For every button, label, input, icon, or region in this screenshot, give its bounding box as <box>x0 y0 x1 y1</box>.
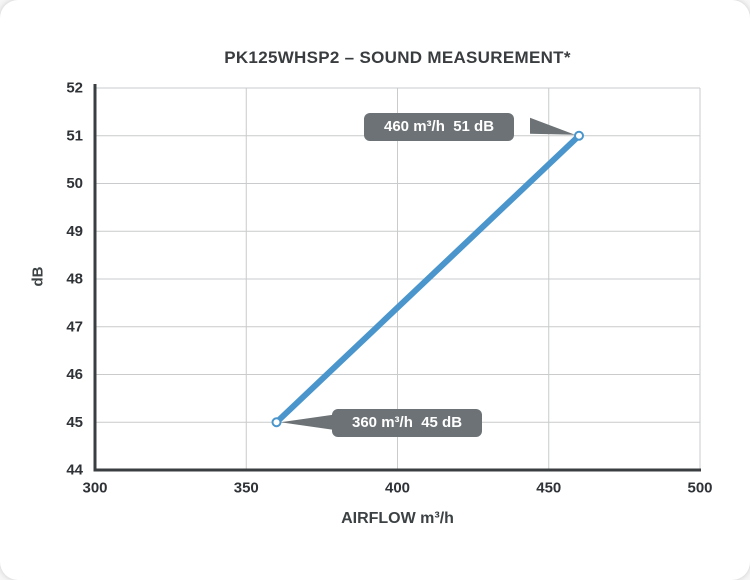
y-tick-label: 47 <box>66 318 83 335</box>
y-tick-label: 45 <box>66 414 83 431</box>
y-tick-label: 51 <box>66 127 83 144</box>
y-tick-label: 44 <box>66 462 83 479</box>
callout-pointer-low <box>280 414 337 431</box>
x-tick-label: 350 <box>234 479 259 496</box>
annotation-callout-high: 460 m³/h 51 dB <box>364 113 515 141</box>
x-tick-label: 300 <box>82 479 107 496</box>
y-tick-label: 46 <box>66 366 83 383</box>
annotation-callout-low: 360 m³/h 45 dB <box>332 409 483 437</box>
x-axis-title: AIRFLOW m³/h <box>341 510 454 527</box>
x-tick-label: 500 <box>687 479 712 496</box>
data-line <box>273 132 582 426</box>
chart-title: PK125WHSP2 – SOUND MEASUREMENT* <box>224 48 571 67</box>
y-tick-label: 50 <box>66 175 83 192</box>
x-tick-label: 450 <box>536 479 561 496</box>
data-point <box>271 417 282 428</box>
y-tick-label: 52 <box>66 80 83 97</box>
x-tick-label: 400 <box>385 479 410 496</box>
y-tick-label: 49 <box>66 223 83 240</box>
data-point <box>574 130 584 141</box>
y-tick-label: 48 <box>66 271 83 288</box>
callout-pointer-high <box>530 117 575 135</box>
